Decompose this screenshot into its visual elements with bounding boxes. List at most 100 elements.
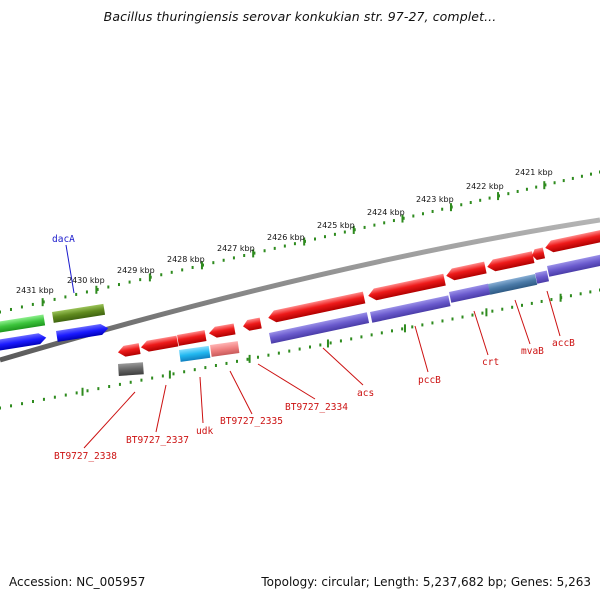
outer-scale-dot [273, 246, 276, 250]
gene-purple-band-1[interactable] [269, 312, 370, 344]
gene-mvaB-arrow[interactable] [486, 251, 535, 273]
scale-label-2424: 2424 kbp [367, 208, 405, 217]
inner-scale-dot [481, 311, 484, 315]
outer-scale-dot [85, 290, 88, 294]
gene-BT9727_2337-arrow[interactable] [140, 335, 179, 353]
inner-scale-dot [471, 313, 474, 317]
outer-scale-dot [562, 179, 565, 183]
inner-scale-ruler [0, 288, 600, 410]
outer-scale-dot [412, 214, 415, 218]
inner-scale-dot [319, 343, 322, 347]
gene-label-crt[interactable]: crt [482, 357, 499, 368]
gene-purple-band-4[interactable] [535, 270, 550, 284]
gene-purple-band-3[interactable] [449, 283, 491, 303]
gene-small-red-arrow[interactable] [531, 247, 546, 261]
outer-scale-dot [243, 253, 246, 257]
outer-scale-dot [589, 172, 592, 176]
inner-scale-dot [540, 299, 543, 303]
gene-purple-band-5[interactable] [547, 253, 600, 277]
outer-scale-major-tick [497, 192, 500, 201]
inner-scale-dot [64, 393, 67, 397]
gene-green-arrow[interactable] [0, 314, 46, 333]
inner-scale-dot [550, 298, 553, 302]
inner-scale-dot [360, 335, 363, 339]
gene-BT9727_2335-arrow[interactable] [208, 323, 236, 338]
outer-scale-dot [363, 225, 366, 229]
gene-BT9727_2334-arrow[interactable] [242, 317, 262, 332]
gene-label-bt2334[interactable]: BT9727_2334 [285, 402, 348, 413]
outer-scale-ruler [0, 170, 600, 314]
inner-scale-dot [193, 368, 196, 372]
gene-label-udk[interactable]: udk [196, 426, 213, 437]
outer-scale-dot [253, 251, 256, 255]
gene-pccB-arrow[interactable] [367, 273, 446, 302]
gene-blue-arrow[interactable] [0, 332, 47, 351]
inner-scale-dot [339, 339, 342, 343]
inner-scale-dot [246, 357, 249, 361]
gene-label-accB[interactable]: accB [552, 338, 575, 349]
inner-scale-dot [118, 382, 121, 386]
gene-label-dacA[interactable]: dacA [52, 234, 75, 245]
connector-udk [199, 376, 204, 424]
scale-label-2423: 2423 kbp [416, 195, 454, 204]
inner-scale-dot [172, 372, 175, 376]
outer-scale-dot [128, 280, 131, 284]
gene-crt-arrow[interactable] [445, 261, 487, 282]
outer-scale-dot [212, 261, 215, 265]
gene-steel-band[interactable] [488, 274, 538, 295]
gene-cyan-feature[interactable] [179, 345, 211, 362]
outer-scale-dot [9, 307, 12, 311]
gene-gray-feature[interactable] [118, 362, 144, 376]
inner-scale-dot [151, 376, 154, 380]
outer-scale-dot [20, 305, 23, 309]
outer-scale-dot [580, 174, 583, 178]
inner-scale-major-tick [81, 387, 84, 396]
inner-scale-major-tick [403, 324, 406, 333]
outer-scale-dot [42, 300, 45, 304]
inner-scale-dot [569, 294, 572, 298]
inner-scale-dot [236, 359, 239, 363]
outer-scale-dot [383, 221, 386, 225]
inner-scale-dot [86, 389, 89, 393]
gene-acs-arrow[interactable] [267, 291, 366, 324]
outer-scale-major-tick [449, 203, 452, 212]
accession-text: Accession: NC_005957 [9, 575, 146, 589]
outer-scale-major-tick [200, 261, 203, 270]
gene-accB-arrow[interactable] [544, 229, 600, 254]
inner-scale-dot [520, 303, 523, 307]
inner-scale-major-tick [485, 308, 488, 317]
scale-label-2431: 2431 kbp [16, 286, 54, 295]
inner-scale-major-tick [168, 370, 171, 379]
gene-label-pccB[interactable]: pccB [418, 375, 441, 386]
outer-scale-dot [323, 235, 326, 239]
inner-scale-dot [370, 333, 373, 337]
connector-dacA [65, 244, 75, 294]
gene-label-acs[interactable]: acs [357, 388, 374, 399]
outer-scale-dot [232, 256, 235, 260]
gene-BT9727_2338-arrow[interactable] [117, 343, 141, 358]
scale-label-2428: 2428 kbp [167, 255, 205, 264]
gene-pink-feature[interactable] [210, 341, 240, 357]
outer-scale-dot [402, 216, 405, 220]
gene-dacA-arrow[interactable] [52, 303, 106, 323]
gene-label-bt2338[interactable]: BT9727_2338 [54, 451, 117, 462]
gene-label-bt2335[interactable]: BT9727_2335 [220, 416, 283, 427]
inner-scale-dot [53, 395, 56, 399]
inner-scale-dot [411, 325, 414, 329]
connector-pccB [414, 325, 429, 373]
inner-scale-dot [579, 292, 582, 296]
inner-scale-dot [329, 341, 332, 345]
outer-scale-dot [544, 183, 547, 187]
gene-blue-arrow-2[interactable] [56, 323, 109, 342]
inner-scale-dot [108, 385, 111, 389]
gene-purple-band-2[interactable] [370, 295, 451, 323]
outer-scale-major-tick [352, 225, 355, 234]
outer-scale-major-tick [148, 273, 151, 282]
gene-label-bt2337[interactable]: BT9727_2337 [126, 435, 189, 446]
scale-label-2421: 2421 kbp [515, 168, 553, 177]
gene-label-mvaB[interactable]: mvaB [521, 346, 544, 357]
outer-scale-dot [343, 230, 346, 234]
inner-scale-dot [161, 374, 164, 378]
connector-mvaB [514, 299, 531, 345]
gene-udk-arrow[interactable] [177, 330, 207, 346]
